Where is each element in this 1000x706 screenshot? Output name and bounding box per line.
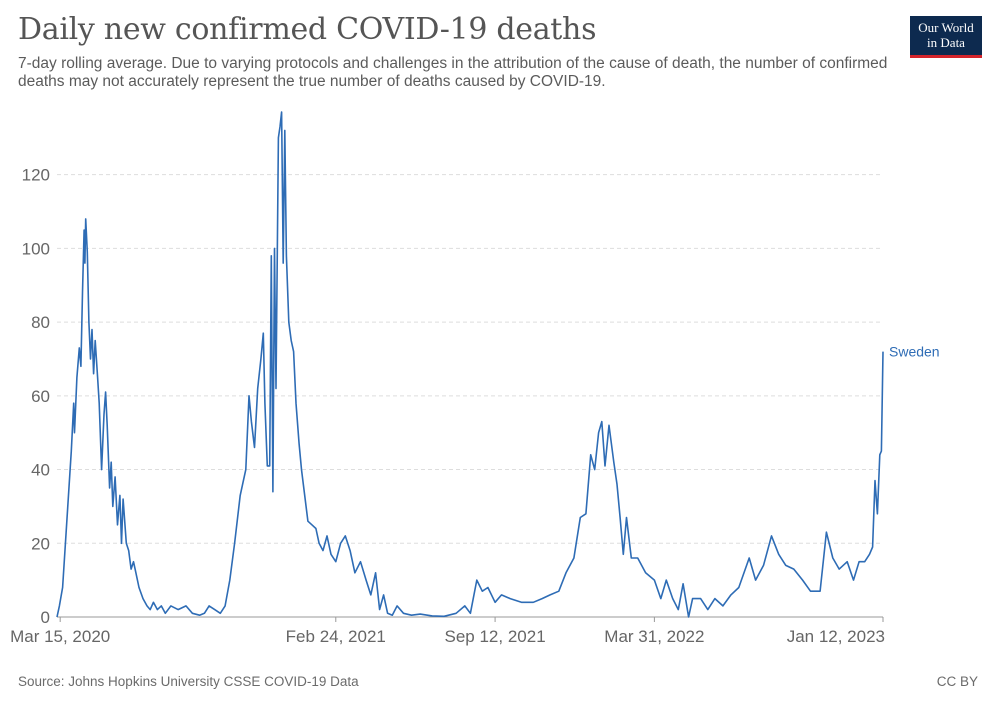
x-tick-label: Jan 12, 2023 [787,627,885,646]
series-line-sweden[interactable] [56,111,884,618]
series-group: Sweden [56,111,940,618]
owid-logo[interactable]: Our World in Data [910,16,982,58]
source-note[interactable]: Source: Johns Hopkins University CSSE CO… [18,674,359,689]
y-axis-ticks: 0 20 40 60 80 100 120 [22,166,50,627]
y-tick-label: 20 [31,534,50,553]
logo-line-1: Our World [918,20,974,35]
x-axis-ticks: Mar 15, 2020 Feb 24, 2021 Sep 12, 2021 Mar … [10,616,885,646]
y-tick-label: 0 [41,608,50,627]
license-label[interactable]: CC BY [936,674,978,689]
x-tick-label: Mar 31, 2022 [604,627,704,646]
x-tick-label: Sep 12, 2021 [445,627,546,646]
series-label-sweden[interactable]: Sweden [889,344,940,360]
y-tick-label: 40 [31,461,50,480]
y-tick-label: 120 [22,166,50,185]
logo-line-2: in Data [927,35,965,50]
chart-title: Daily new confirmed COVID-19 deaths [18,12,597,47]
x-tick-label: Mar 15, 2020 [10,627,110,646]
chart-subtitle: 7-day rolling average. Due to varying pr… [18,55,888,90]
y-tick-label: 60 [31,387,50,406]
grid-lines [57,174,883,544]
x-tick-label: Feb 24, 2021 [286,627,386,646]
y-tick-label: 100 [22,239,50,258]
y-tick-label: 80 [31,313,50,332]
